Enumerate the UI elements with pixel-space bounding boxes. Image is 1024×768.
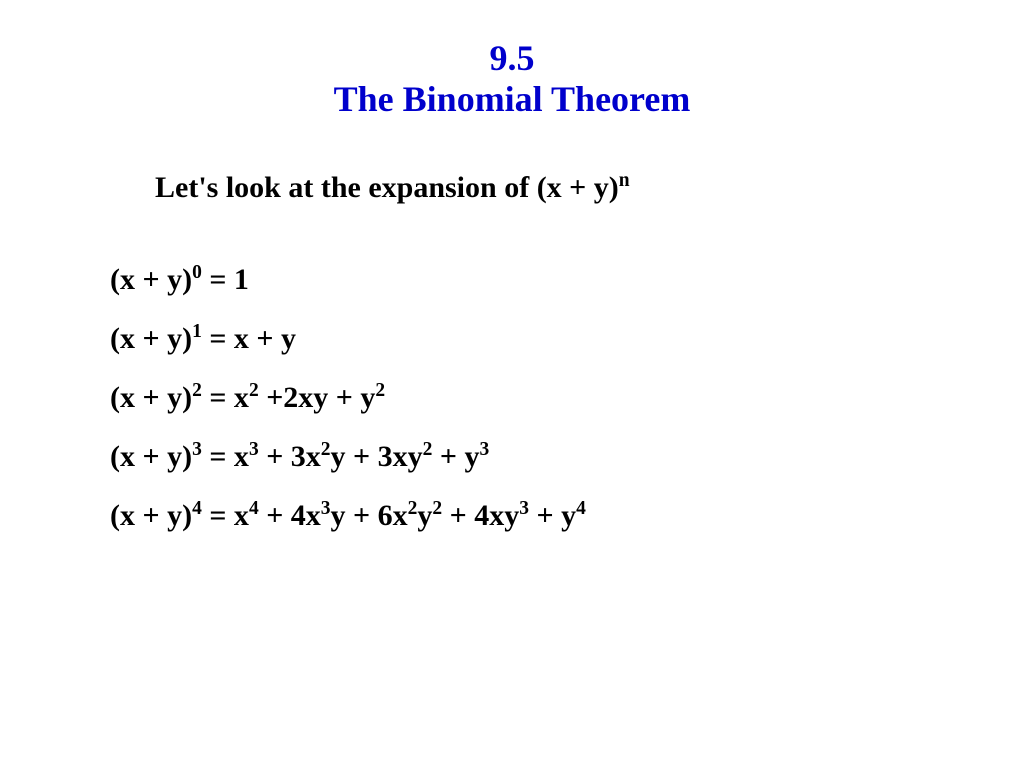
lhs-base: (x + y)	[110, 263, 192, 296]
rhs-exponent: 2	[249, 380, 259, 401]
intro-exponent: n	[619, 170, 630, 191]
section-number: 9.5	[0, 38, 1024, 79]
lhs-exponent: 1	[192, 321, 202, 342]
expansion-line: (x + y)1 = x + y	[110, 319, 1024, 358]
rhs-text: = x + y	[202, 322, 296, 355]
rhs-exponent: 2	[432, 498, 442, 519]
rhs-exponent: 2	[423, 439, 433, 460]
section-title: The Binomial Theorem	[0, 79, 1024, 120]
lhs-exponent: 0	[192, 262, 202, 283]
rhs-exponent: 3	[480, 439, 490, 460]
lhs-base: (x + y)	[110, 381, 192, 414]
expansion-line: (x + y)2 = x2 +2xy + y2	[110, 378, 1024, 417]
rhs-text: y	[417, 499, 432, 532]
rhs-exponent: 3	[519, 498, 529, 519]
rhs-text: y + 6x	[331, 499, 408, 532]
rhs-text: = x	[202, 381, 249, 414]
expansion-line: (x + y)3 = x3 + 3x2y + 3xy2 + y3	[110, 437, 1024, 476]
rhs-exponent: 3	[249, 439, 259, 460]
rhs-text: y + 3xy	[331, 440, 423, 473]
rhs-exponent: 4	[249, 498, 259, 519]
intro-text: Let's look at the expansion of (x + y)n	[155, 171, 1024, 205]
rhs-exponent: 2	[321, 439, 331, 460]
rhs-exponent: 2	[375, 380, 385, 401]
rhs-text: = 1	[202, 263, 249, 296]
lhs-exponent: 2	[192, 380, 202, 401]
rhs-exponent: 3	[321, 498, 331, 519]
title-section: 9.5 The Binomial Theorem	[0, 38, 1024, 121]
lhs-base: (x + y)	[110, 499, 192, 532]
lhs-exponent: 3	[192, 439, 202, 460]
rhs-text: + 4x	[259, 499, 321, 532]
expansions-container: (x + y)0 = 1(x + y)1 = x + y(x + y)2 = x…	[110, 260, 1024, 535]
expansion-line: (x + y)4 = x4 + 4x3y + 6x2y2 + 4xy3 + y4	[110, 496, 1024, 535]
rhs-text: + 3x	[259, 440, 321, 473]
lhs-exponent: 4	[192, 498, 202, 519]
rhs-text: +2xy + y	[259, 381, 376, 414]
lhs-base: (x + y)	[110, 322, 192, 355]
rhs-text: + y	[529, 499, 576, 532]
expansion-line: (x + y)0 = 1	[110, 260, 1024, 299]
rhs-text: = x	[202, 440, 249, 473]
rhs-exponent: 4	[576, 498, 586, 519]
rhs-text: + 4xy	[442, 499, 519, 532]
rhs-text: = x	[202, 499, 249, 532]
lhs-base: (x + y)	[110, 440, 192, 473]
rhs-text: + y	[432, 440, 479, 473]
intro-prefix: Let's look at the expansion of (x + y)	[155, 171, 619, 204]
rhs-exponent: 2	[408, 498, 418, 519]
